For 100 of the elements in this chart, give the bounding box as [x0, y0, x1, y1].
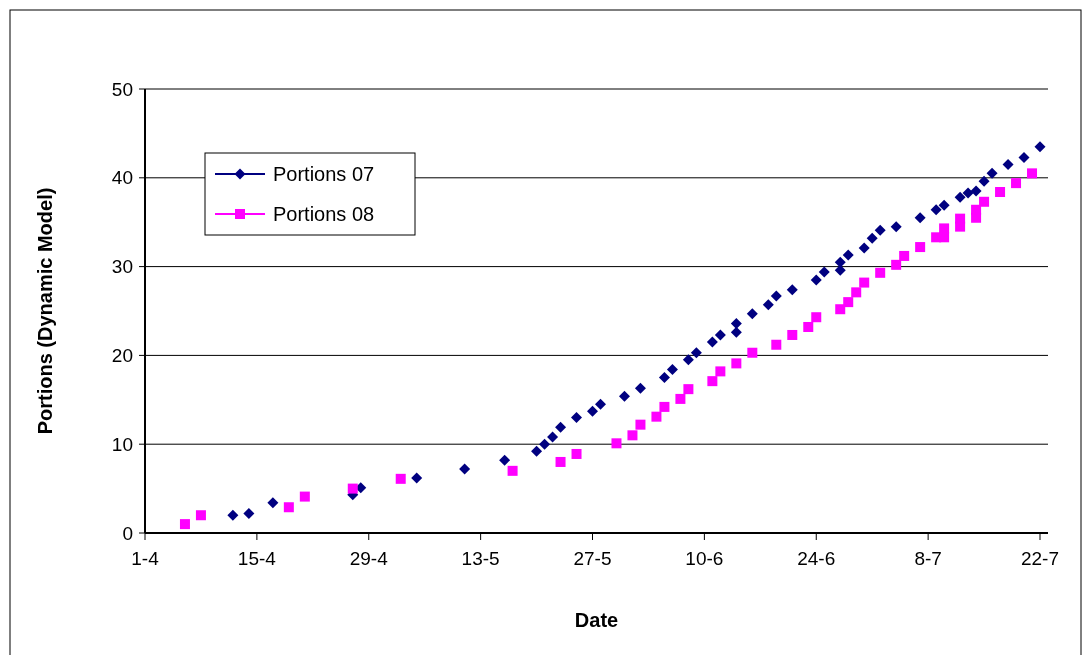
- x-tick-label: 22-7: [1020, 548, 1060, 569]
- point: [770, 290, 782, 302]
- point: [706, 336, 718, 348]
- point: [555, 456, 566, 467]
- x-tick-label: 15-4: [237, 548, 277, 569]
- point: [395, 473, 406, 484]
- point: [659, 401, 670, 412]
- point: [747, 347, 758, 358]
- y-tick-label: 20: [111, 345, 133, 367]
- point: [930, 204, 942, 216]
- y-tick-label: 10: [111, 433, 133, 455]
- point: [283, 502, 294, 513]
- point: [690, 347, 702, 359]
- point: [227, 509, 239, 521]
- point: [459, 463, 471, 475]
- point: [786, 284, 798, 296]
- point: [771, 339, 782, 350]
- point: [267, 497, 279, 509]
- point: [978, 175, 990, 187]
- point: [731, 358, 742, 369]
- point: [1011, 178, 1022, 189]
- point: [555, 421, 567, 433]
- point: [347, 483, 358, 494]
- point: [851, 287, 862, 298]
- point: [658, 372, 670, 384]
- point: [666, 364, 678, 376]
- point: [787, 329, 798, 340]
- point: [595, 398, 606, 410]
- point: [939, 223, 950, 234]
- point: [547, 431, 559, 443]
- x-tick-label: 13-5: [461, 548, 500, 569]
- point: [938, 199, 950, 211]
- point: [891, 259, 902, 270]
- point: [866, 232, 878, 244]
- point: [842, 249, 854, 261]
- point: [803, 321, 814, 332]
- point: [818, 266, 830, 278]
- point: [858, 242, 870, 254]
- point: [955, 213, 966, 224]
- legend-label: Portions 07: [273, 163, 375, 185]
- point: [835, 304, 846, 315]
- point: [762, 299, 774, 311]
- x-tick-label: 8-7: [914, 548, 942, 569]
- point: [1034, 141, 1046, 153]
- point: [179, 519, 190, 530]
- point: [1002, 158, 1014, 170]
- x-tick-label: 27-5: [573, 548, 612, 569]
- point: [746, 308, 758, 320]
- x-axis-title: Date: [574, 609, 619, 631]
- point: [714, 329, 726, 341]
- point: [859, 277, 870, 288]
- point: [971, 204, 982, 215]
- x-tick-label: 24-6: [797, 548, 836, 569]
- point: [954, 191, 966, 203]
- point: [995, 187, 1006, 198]
- point: [571, 412, 583, 424]
- point: [627, 430, 638, 441]
- point: [1027, 168, 1038, 179]
- point: [683, 384, 694, 395]
- point: [834, 256, 846, 268]
- point: [243, 507, 255, 519]
- y-axis-title: Portions (Dynamic Model): [34, 187, 56, 435]
- point: [730, 317, 742, 329]
- point: [899, 250, 910, 261]
- point: [611, 438, 622, 449]
- x-tick-label: 1-4: [131, 548, 160, 569]
- point: [730, 326, 742, 338]
- point: [507, 465, 518, 476]
- point: [915, 242, 926, 253]
- point: [707, 376, 718, 387]
- point: [651, 411, 662, 422]
- point: [531, 445, 543, 457]
- point: [682, 354, 694, 366]
- point: [635, 419, 646, 430]
- point: [962, 187, 974, 199]
- y-tick-label: 30: [111, 256, 133, 278]
- point: [890, 221, 902, 233]
- point: [979, 196, 990, 207]
- y-tick-label: 40: [111, 167, 133, 189]
- point: [970, 185, 982, 197]
- y-tick-label: 0: [122, 522, 133, 544]
- y-tick-label: 50: [111, 78, 133, 100]
- point: [874, 224, 886, 236]
- point: [539, 438, 551, 450]
- point: [810, 274, 822, 286]
- point: [299, 491, 310, 502]
- point: [634, 382, 646, 394]
- point: [675, 393, 686, 404]
- x-tick-label: 10-6: [685, 548, 724, 569]
- point: [587, 405, 598, 417]
- point: [618, 390, 630, 402]
- point: [411, 472, 423, 484]
- point: [914, 212, 926, 224]
- legend-label: Portions 08: [273, 203, 375, 225]
- point: [875, 267, 886, 278]
- point: [195, 510, 206, 521]
- point: [715, 366, 726, 377]
- point: [571, 448, 582, 459]
- point: [986, 167, 998, 179]
- point: [499, 454, 511, 466]
